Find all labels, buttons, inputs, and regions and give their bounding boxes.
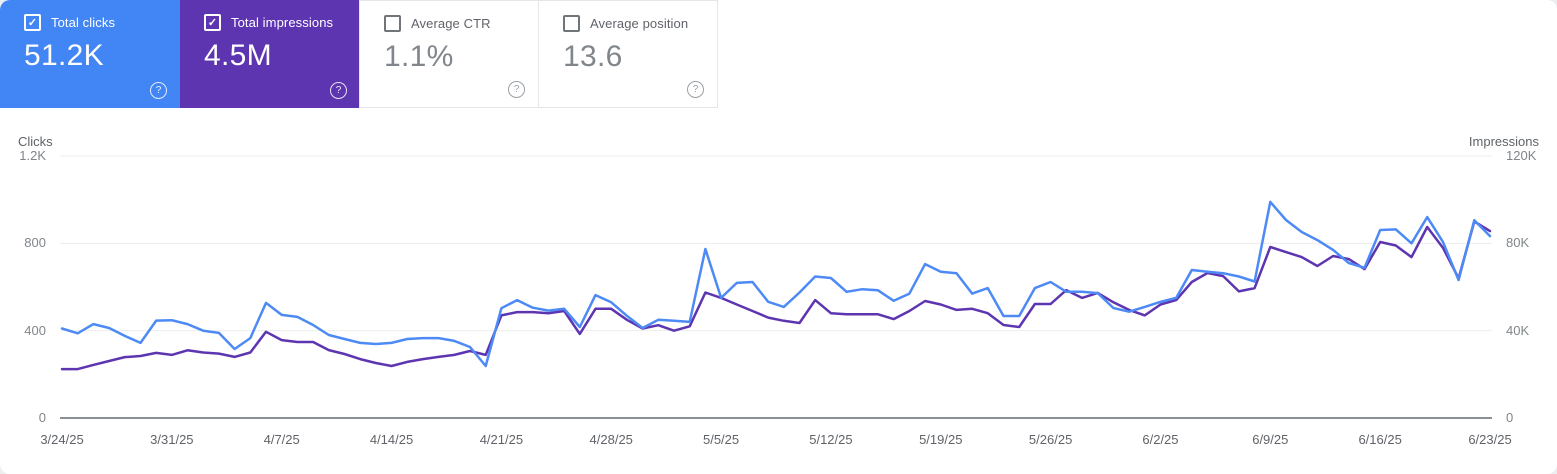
total-impressions-checkbox[interactable]: ✓	[204, 14, 221, 31]
x-axis-label: 3/24/25	[40, 432, 84, 447]
card-label: Total clicks	[51, 15, 116, 30]
total-impressions-value: 4.5M	[204, 39, 272, 72]
average-position-value: 13.6	[563, 40, 623, 73]
x-axis-label: 4/21/25	[479, 432, 524, 447]
card-label: Average CTR	[411, 16, 491, 31]
right-axis-title: Impressions	[1468, 134, 1539, 149]
checkmark-icon: ✓	[27, 17, 38, 29]
x-axis-label: 5/5/25	[702, 432, 740, 447]
average-ctr-checkbox[interactable]	[384, 15, 401, 32]
y-axis-tick-left: 1.2K	[19, 148, 46, 163]
average-ctr-value: 1.1%	[384, 40, 454, 73]
x-axis-label: 4/7/25	[263, 432, 300, 447]
clicks-line	[60, 200, 1492, 368]
y-axis-tick-left: 800	[24, 235, 46, 251]
x-axis-label: 5/19/25	[919, 432, 963, 447]
card-label: Average position	[590, 16, 689, 31]
card-total-clicks[interactable]: ✓ Total clicks 51.2K ?	[0, 0, 180, 108]
checkmark-icon: ✓	[207, 17, 218, 29]
y-axis-tick-right: 40K	[1506, 322, 1530, 338]
x-axis-label: 4/14/25	[369, 432, 414, 447]
help-icon[interactable]: ?	[330, 82, 347, 99]
x-axis-label: 6/9/25	[1252, 432, 1289, 447]
x-axis-label: 3/31/25	[150, 432, 194, 447]
y-axis-tick-right: 120K	[1506, 148, 1537, 163]
x-axis-label: 6/2/25	[1142, 432, 1179, 447]
y-axis-tick-left: 400	[24, 322, 46, 338]
card-average-position[interactable]: Average position 13.6 ?	[538, 0, 718, 108]
x-axis-label: 6/16/25	[1358, 432, 1402, 447]
help-icon[interactable]: ?	[508, 81, 525, 98]
x-axis-label: 4/28/25	[589, 432, 633, 447]
left-axis-title: Clicks	[18, 134, 53, 149]
help-icon[interactable]: ?	[687, 81, 704, 98]
x-axis-label: 6/23/25	[1468, 432, 1512, 447]
y-axis-tick-right: 80K	[1506, 235, 1530, 251]
card-label: Total impressions	[231, 15, 334, 30]
x-axis-label: 5/26/25	[1028, 432, 1073, 447]
x-axis-label: 5/12/25	[809, 432, 853, 447]
card-average-ctr[interactable]: Average CTR 1.1% ?	[359, 0, 539, 108]
total-clicks-value: 51.2K	[24, 39, 104, 72]
y-axis-tick-left: 0	[38, 410, 46, 425]
impressions-line	[60, 220, 1492, 371]
total-clicks-checkbox[interactable]: ✓	[24, 14, 41, 31]
average-position-checkbox[interactable]	[563, 15, 580, 32]
help-icon[interactable]: ?	[150, 82, 167, 99]
metric-cards-row: ✓ Total clicks 51.2K ? ✓ Total impressio…	[0, 0, 718, 108]
y-axis-tick-right: 0	[1506, 410, 1514, 425]
card-total-impressions[interactable]: ✓ Total impressions 4.5M ?	[180, 0, 360, 108]
